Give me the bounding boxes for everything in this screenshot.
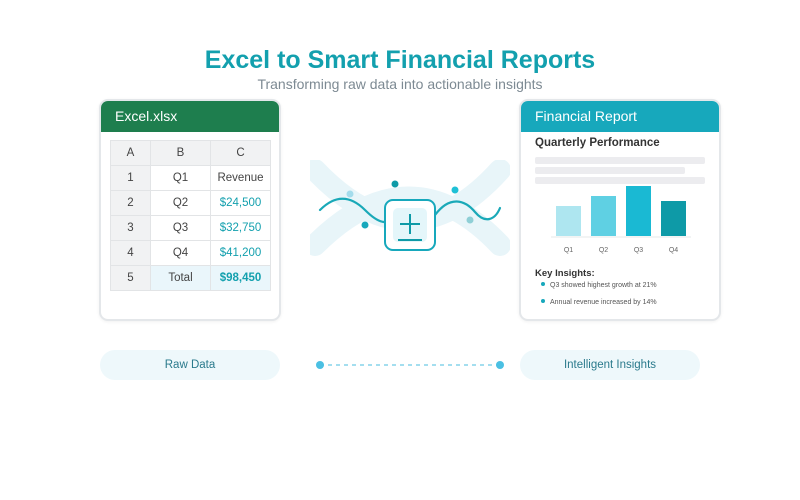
row-number: 1 — [110, 165, 151, 191]
x-tick-label: Q3 — [634, 247, 643, 254]
flow-connector — [316, 361, 504, 369]
x-tick-label: Q2 — [599, 247, 608, 254]
data-wave-right — [433, 200, 502, 221]
row-number: 2 — [110, 190, 151, 216]
connector-end-dot — [496, 361, 504, 369]
column-header: A — [110, 140, 151, 166]
bar-q2 — [591, 196, 616, 236]
quarter-cell: Q2 — [150, 190, 211, 216]
raw-data-label: Raw Data — [100, 350, 280, 380]
bar-q1 — [556, 206, 581, 236]
data-point — [451, 186, 459, 194]
bullet-icon — [541, 299, 545, 304]
report-section-title: Quarterly Performance — [535, 137, 660, 149]
quarter-cell: Q4 — [150, 240, 211, 266]
bar-q3 — [626, 186, 651, 236]
insight-text: Annual revenue increased by 14% — [550, 299, 657, 306]
row-number: 5 — [110, 265, 151, 291]
total-label-cell: Total — [150, 265, 211, 291]
row-number: 4 — [110, 240, 151, 266]
key-insights-title: Key Insights: — [535, 268, 595, 279]
x-tick-label: Q1 — [564, 247, 573, 254]
bar-q4 — [661, 201, 686, 236]
data-point — [346, 190, 354, 198]
value-cell: $32,750 — [210, 215, 271, 241]
row-number: 3 — [110, 215, 151, 241]
table-header-row: A B C — [110, 140, 271, 166]
intelligent-insights-label: Intelligent Insights — [520, 350, 700, 380]
total-row: 5 Total $98,450 — [110, 265, 271, 291]
total-value-cell: $98,450 — [210, 265, 271, 291]
x-tick-label: Q4 — [669, 247, 678, 254]
excel-card-header: Excel.xlsx — [101, 101, 279, 132]
data-point — [391, 180, 399, 188]
calculator-icon — [384, 199, 436, 251]
connector-start-dot — [316, 361, 324, 369]
quarter-cell: Q3 — [150, 215, 211, 241]
text-placeholder-line — [535, 157, 705, 164]
data-point — [361, 221, 369, 229]
insight-item: Q3 showed highest growth at 21% — [541, 282, 657, 289]
excel-card: Excel.xlsx A B C 1 Q1 Revenue 2 Q2 $24,5… — [99, 99, 281, 321]
table-row: 1 Q1 Revenue — [110, 165, 271, 191]
bullet-icon — [541, 282, 545, 287]
decorative-band — [310, 186, 510, 256]
value-cell: Revenue — [210, 165, 271, 191]
report-card-header: Financial Report — [521, 101, 719, 132]
value-cell: $24,500 — [210, 190, 271, 216]
page-title: Excel to Smart Financial Reports — [204, 46, 596, 74]
value-cell: $41,200 — [210, 240, 271, 266]
report-card: Financial Report Quarterly Performance Q… — [519, 99, 721, 321]
quarter-cell: Q1 — [150, 165, 211, 191]
column-header: C — [210, 140, 271, 166]
data-point — [466, 216, 474, 224]
text-placeholder-line — [535, 177, 705, 184]
quarterly-bar-chart: Q1 Q2 Q3 Q4 — [551, 186, 691, 254]
spreadsheet-table: A B C 1 Q1 Revenue 2 Q2 $24,500 3 Q3 $32… — [110, 140, 271, 291]
insight-item: Annual revenue increased by 14% — [541, 299, 657, 306]
column-header: B — [150, 140, 211, 166]
page-subtitle: Transforming raw data into actionable in… — [257, 76, 543, 92]
table-row: 2 Q2 $24,500 — [110, 190, 271, 216]
text-placeholder-line — [535, 167, 685, 174]
table-row: 4 Q4 $41,200 — [110, 240, 271, 266]
table-row: 3 Q3 $32,750 — [110, 215, 271, 241]
transformation-graphic — [310, 160, 510, 256]
insight-text: Q3 showed highest growth at 21% — [550, 282, 657, 289]
